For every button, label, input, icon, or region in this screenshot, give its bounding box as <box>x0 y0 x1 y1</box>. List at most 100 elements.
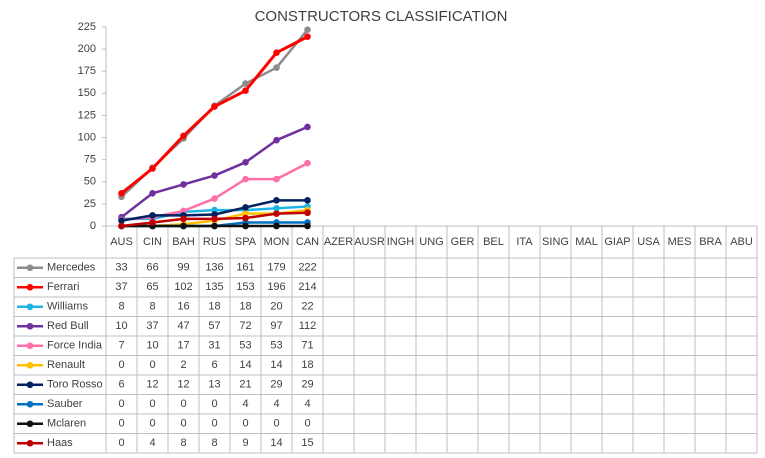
data-label: 214 <box>298 281 316 293</box>
point <box>211 222 218 230</box>
data-label: 17 <box>177 340 189 352</box>
data-label: 47 <box>177 320 189 332</box>
legend-key <box>26 342 34 350</box>
y-tick-label: 225 <box>78 21 96 33</box>
data-label: 0 <box>242 418 248 430</box>
data-label: 153 <box>236 281 254 293</box>
data-label: 0 <box>149 359 155 371</box>
point <box>273 205 280 212</box>
chart-title: CONSTRUCTORS CLASSIFICATION <box>255 8 508 25</box>
data-label: 37 <box>146 320 158 332</box>
legend-key <box>26 381 34 389</box>
point <box>118 189 125 197</box>
x-tick-label: MAL <box>575 236 598 248</box>
y-tick-label: 175 <box>78 65 96 77</box>
y-tick-label: 150 <box>78 87 96 99</box>
x-tick-label: MES <box>668 236 692 248</box>
x-tick-label: ABU <box>730 236 753 248</box>
data-label: 12 <box>177 379 189 391</box>
data-label: 14 <box>270 437 282 449</box>
data-label: 14 <box>270 359 282 371</box>
data-label: 99 <box>177 262 189 274</box>
point <box>242 175 249 183</box>
point <box>273 222 280 230</box>
point <box>180 215 187 223</box>
data-label: 8 <box>149 301 155 313</box>
x-tick-label: RUS <box>203 236 226 248</box>
y-tick-label: 25 <box>84 198 96 210</box>
point <box>304 26 311 33</box>
data-label: 72 <box>239 320 251 332</box>
data-label: 8 <box>180 437 186 449</box>
data-label: 0 <box>304 418 310 430</box>
data-label: 12 <box>146 379 158 391</box>
data-label: 33 <box>115 262 127 274</box>
point <box>273 210 280 217</box>
point <box>273 136 280 144</box>
data-label: 18 <box>239 301 251 313</box>
legend-label: Red Bull <box>47 320 89 332</box>
data-label: 57 <box>208 320 220 332</box>
data-label: 22 <box>301 301 313 313</box>
data-label: 0 <box>180 398 186 410</box>
point <box>273 49 280 56</box>
point <box>304 197 311 204</box>
legend-key <box>26 264 34 272</box>
data-label: 0 <box>149 398 155 410</box>
data-label: 18 <box>208 301 220 313</box>
data-label: 53 <box>239 340 251 352</box>
data-label: 0 <box>118 437 124 449</box>
data-label: 10 <box>115 320 127 332</box>
y-tick-label: 100 <box>78 131 96 143</box>
point <box>273 197 280 204</box>
data-label: 65 <box>146 281 158 293</box>
data-label: 222 <box>298 262 316 274</box>
legend-key <box>26 283 34 291</box>
legend-label: Toro Rosso <box>47 379 103 391</box>
data-label: 71 <box>301 340 313 352</box>
x-tick-label: BEL <box>483 236 504 248</box>
x-tick-label: GER <box>451 236 475 248</box>
data-label: 0 <box>180 418 186 430</box>
point <box>242 87 249 94</box>
point <box>180 222 187 230</box>
legend-label: Haas <box>47 437 73 449</box>
data-label: 53 <box>270 340 282 352</box>
legend-key <box>26 361 34 369</box>
data-label: 29 <box>301 379 313 391</box>
legend-label: Force India <box>47 340 103 352</box>
legend-label: Williams <box>47 301 88 313</box>
data-label: 4 <box>242 398 248 410</box>
y-tick-label: 200 <box>78 43 96 55</box>
data-label: 9 <box>242 437 248 449</box>
data-label: 10 <box>146 340 158 352</box>
point <box>149 212 156 219</box>
y-tick-label: 0 <box>90 220 96 232</box>
data-label: 161 <box>236 262 254 274</box>
data-label: 6 <box>211 359 217 371</box>
data-label: 135 <box>205 281 223 293</box>
point <box>273 64 280 71</box>
data-label: 66 <box>146 262 158 274</box>
data-label: 20 <box>270 301 282 313</box>
data-label: 102 <box>174 281 192 293</box>
legend-label: Mercedes <box>47 262 96 274</box>
point <box>304 209 311 217</box>
data-label: 97 <box>270 320 282 332</box>
point <box>273 175 280 183</box>
legend-key <box>26 303 34 311</box>
point <box>149 189 156 197</box>
point <box>304 123 311 131</box>
legend-key <box>26 322 34 330</box>
x-tick-label: AUS <box>110 236 133 248</box>
data-label: 136 <box>205 262 223 274</box>
x-tick-label: AUSR <box>354 236 385 248</box>
data-label: 37 <box>115 281 127 293</box>
legend-key <box>26 439 34 447</box>
x-tick-label: BRA <box>699 236 722 248</box>
x-tick-label: AZER <box>324 236 353 248</box>
data-label: 0 <box>118 398 124 410</box>
point <box>180 181 187 188</box>
data-label: 2 <box>180 359 186 371</box>
point <box>118 217 125 224</box>
